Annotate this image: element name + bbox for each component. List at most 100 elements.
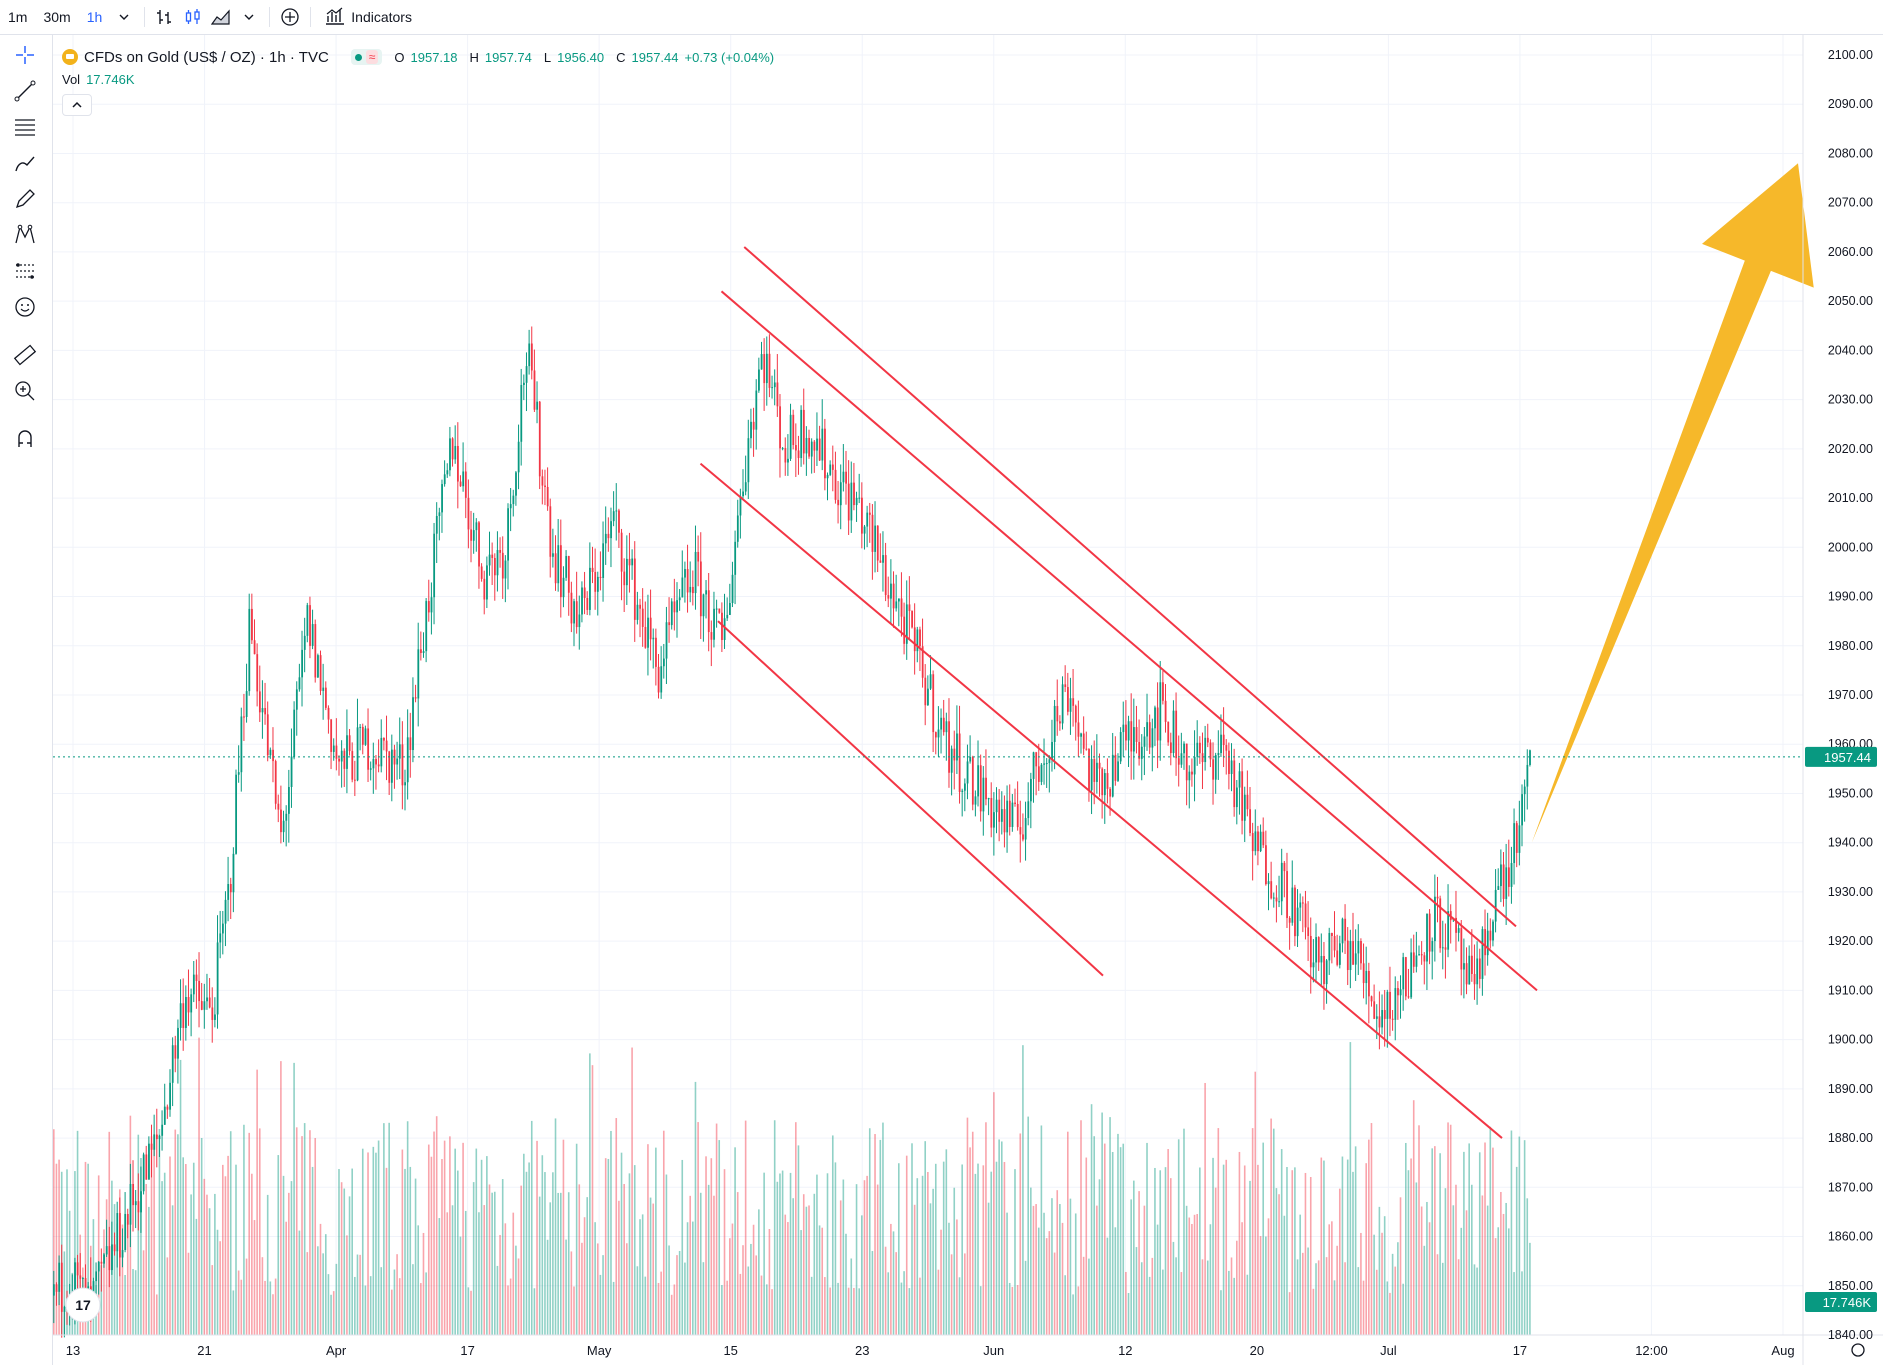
candle-body <box>544 485 546 487</box>
volume-bar <box>1455 1184 1457 1335</box>
symbol-title[interactable]: CFDs on Gold (US$ / OZ) · 1h · TVC <box>84 48 329 66</box>
fib-retracement-icon[interactable] <box>10 112 40 142</box>
volume-bar <box>594 1222 596 1335</box>
volume-bar <box>538 1196 541 1335</box>
volume-bar <box>887 1272 890 1335</box>
candle-body <box>142 1154 145 1192</box>
candle-body <box>388 751 391 783</box>
volume-bar <box>1114 1227 1117 1335</box>
candle-body <box>1059 721 1061 724</box>
ruler-icon[interactable] <box>10 340 40 370</box>
candle-body <box>1069 698 1072 712</box>
volume-bar <box>1117 1133 1119 1335</box>
area-chart-icon[interactable] <box>207 3 235 31</box>
volume-bar <box>763 1172 765 1335</box>
pen-icon[interactable] <box>10 184 40 214</box>
candle-body <box>1035 752 1038 767</box>
volume-bar <box>662 1130 665 1335</box>
brush-icon[interactable] <box>10 148 40 178</box>
candle-body <box>187 997 190 1013</box>
volume-bar <box>1283 1215 1286 1335</box>
candle-body <box>760 354 763 370</box>
crosshair-icon[interactable] <box>10 40 40 70</box>
candle-body <box>261 708 264 713</box>
candle-body <box>520 384 523 442</box>
collapse-legend-button[interactable] <box>62 94 92 116</box>
volume-bar <box>264 1280 266 1335</box>
candle-body <box>948 721 950 773</box>
volume-bar <box>248 1132 251 1335</box>
volume-bar <box>839 1200 842 1335</box>
timeframe-1m[interactable]: 1m <box>8 9 28 25</box>
volume-bar <box>890 1223 892 1335</box>
candle-body <box>1135 727 1138 742</box>
candle-body <box>332 745 335 752</box>
timeframe-1h[interactable]: 1h <box>86 9 103 25</box>
candle-body <box>1468 955 1471 985</box>
volume-bar <box>755 1255 758 1335</box>
candle-body <box>1101 768 1104 796</box>
volume-bar <box>433 1131 435 1335</box>
candle-body <box>1394 988 1397 1020</box>
bar-chart-icon[interactable] <box>151 3 179 31</box>
zoom-in-icon[interactable] <box>10 376 40 406</box>
trend-line-icon[interactable] <box>10 76 40 106</box>
volume-bar <box>483 1205 486 1335</box>
volume-bar <box>929 1203 932 1335</box>
volume-bar <box>185 1164 187 1335</box>
candle-body <box>264 708 267 715</box>
volume-bar <box>993 1092 995 1335</box>
volume-bar <box>604 1158 607 1335</box>
volume-label: Vol <box>62 71 81 87</box>
price-axis-label: 1910.00 <box>1828 983 1873 997</box>
candle-body <box>222 923 224 934</box>
volume-bar <box>359 1254 361 1335</box>
volume-bar <box>1246 1274 1249 1335</box>
volume-bar <box>68 1210 71 1335</box>
timeframe-30m[interactable]: 30m <box>43 9 71 25</box>
candle-body <box>504 560 507 579</box>
candle-body <box>1338 943 1341 965</box>
candle-body <box>1125 724 1127 741</box>
volume-bar <box>404 1168 406 1335</box>
indicators-button[interactable]: Indicators <box>317 7 420 28</box>
volume-bar <box>517 1258 520 1335</box>
volume-bar <box>1008 1282 1011 1335</box>
volume-bar <box>285 1221 287 1335</box>
volume-bar <box>121 1224 124 1335</box>
compare-add-icon[interactable] <box>276 3 304 31</box>
volume-bar <box>602 1255 604 1335</box>
candle-body <box>1111 754 1114 797</box>
volume-bar <box>348 1196 351 1335</box>
volume-bar <box>1080 1120 1082 1335</box>
candle-body <box>818 438 821 461</box>
candles-icon[interactable] <box>179 3 207 31</box>
candle-body <box>1019 827 1022 835</box>
volume-bar <box>779 1173 781 1335</box>
pattern-icon[interactable] <box>10 220 40 250</box>
close-value: 1957.44 <box>631 49 679 65</box>
candle-body <box>1346 940 1349 971</box>
candle-body <box>692 586 694 594</box>
volume-bar <box>446 1212 449 1335</box>
price-chart[interactable]: 13 21 Apr 17 May 15 23 Jun 12 20 Jul 17 12:00 Aug 2100… <box>53 35 1883 1365</box>
market-status-badge[interactable]: ≈ <box>350 49 383 65</box>
prediction-icon[interactable] <box>10 256 40 286</box>
volume-bar <box>1492 1147 1494 1335</box>
volume-bar <box>1309 1177 1312 1335</box>
volume-bar <box>1090 1104 1093 1335</box>
volume-bar <box>1159 1170 1162 1335</box>
candle-body <box>1177 758 1180 765</box>
emoji-icon[interactable] <box>10 292 40 322</box>
magnet-icon[interactable] <box>10 424 40 454</box>
timeframe-dropdown-chevron-icon[interactable] <box>110 3 138 31</box>
candle-body <box>280 809 282 833</box>
volume-bar <box>707 1184 710 1335</box>
volume-bar <box>1515 1166 1518 1335</box>
chart-type-chevron-icon[interactable] <box>235 3 263 31</box>
candle-body <box>1510 863 1513 887</box>
volume-bar <box>251 1173 253 1335</box>
price-axis-label: 1840.00 <box>1828 1328 1873 1342</box>
candle-body <box>298 677 301 690</box>
volume-bar <box>530 1120 533 1335</box>
